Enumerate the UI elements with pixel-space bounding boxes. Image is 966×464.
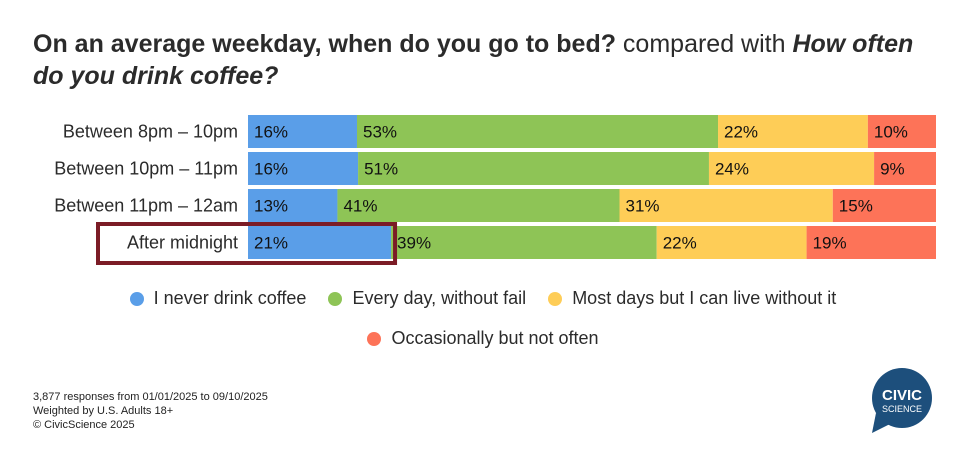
legend-item-most-days: Most days but I can live without it (548, 288, 836, 309)
bar-segment (718, 115, 868, 148)
footer-notes: 3,877 responses from 01/01/2025 to 09/10… (33, 390, 268, 432)
legend-item-never: I never drink coffee (129, 288, 307, 309)
title-connector: compared with (615, 30, 793, 58)
legend-item-occasionally: Occasionally but not often (367, 328, 599, 349)
data-label: 31% (626, 197, 660, 216)
data-label: 10% (874, 123, 908, 142)
legend-dot-occasionally (367, 331, 382, 346)
bar-segment (248, 152, 359, 185)
data-label: 39% (397, 234, 431, 253)
bar-segment (391, 226, 657, 259)
category-label: Between 11pm – 12am (54, 196, 238, 216)
chart-title: On an average weekday, when do you go to… (33, 28, 933, 92)
logo-text-civic: CIVIC (882, 387, 922, 404)
legend-item-every-day: Every day, without fail (328, 288, 526, 309)
bar-segment (356, 115, 719, 148)
footer-responses: 3,877 responses from 01/01/2025 to 09/10… (33, 391, 268, 403)
data-label: 21% (254, 234, 288, 253)
category-label: Between 8pm – 10pm (63, 122, 238, 142)
bar-segment (248, 226, 392, 259)
footer-copyright: © CivicScience 2025 (33, 419, 135, 431)
legend-row-2: Occasionally but not often (0, 328, 966, 349)
data-label: 9% (880, 160, 905, 179)
title-question-1: On an average weekday, when do you go to… (33, 30, 616, 58)
bar-segment (358, 152, 709, 185)
bar-segment (248, 189, 338, 222)
bar-segment (656, 226, 807, 259)
bar-segment (337, 189, 620, 222)
title-question-2: How often do you drink coffee? (33, 30, 914, 90)
bar-segment (867, 115, 936, 148)
category-label: After midnight (127, 233, 238, 253)
data-label: 15% (839, 197, 873, 216)
bar-segment (874, 152, 936, 185)
legend-label-occasionally: Occasionally but not often (391, 328, 599, 348)
footer-weighting: Weighted by U.S. Adults 18+ (33, 405, 174, 417)
bar-segment (832, 189, 936, 222)
legend-label-never: I never drink coffee (153, 288, 307, 308)
highlight-box (96, 222, 398, 265)
data-label: 16% (254, 160, 288, 179)
category-label: Between 10pm – 11pm (54, 159, 238, 179)
legend-label-most-days: Most days but I can live without it (572, 288, 837, 308)
data-label: 41% (343, 197, 377, 216)
legend-dot-every-day (328, 291, 343, 306)
logo-speech-tail (872, 413, 892, 433)
data-label: 24% (715, 160, 749, 179)
legend-dot-never (129, 291, 144, 306)
legend-label-every-day: Every day, without fail (352, 288, 527, 308)
logo-text-science: SCIENCE (882, 404, 922, 414)
data-label: 53% (363, 123, 397, 142)
stacked-bar-chart: Between 8pm – 10pm 16% 53% 22% 10% Between 10… (54, 115, 936, 265)
bar-segment (619, 189, 833, 222)
data-label: 51% (364, 160, 398, 179)
legend-dot-most-days (548, 291, 563, 306)
data-label: 13% (254, 197, 288, 216)
data-label: 22% (724, 123, 758, 142)
data-label: 19% (813, 234, 847, 253)
logo-circle (872, 368, 932, 428)
bar-segment (248, 115, 357, 148)
data-label: 22% (663, 234, 697, 253)
bar-segment (708, 152, 875, 185)
bar-segment (806, 226, 936, 259)
data-label: 16% (254, 123, 288, 142)
civicscience-logo: CIVIC SCIENCE (872, 368, 932, 433)
legend-row-1: I never drink coffee Every day, without … (0, 288, 966, 309)
